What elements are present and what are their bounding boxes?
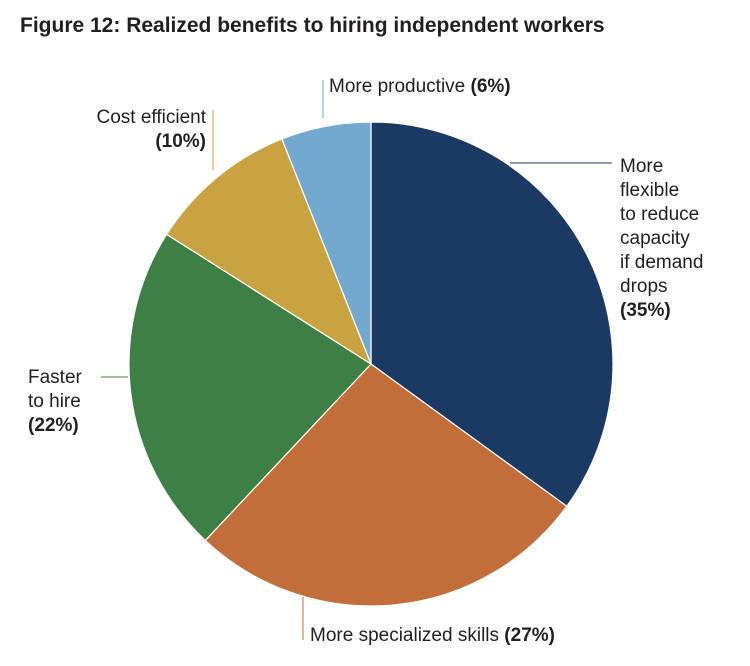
label-faster-line-1: Faster: [28, 367, 82, 388]
label-more-productive-text: More productive: [329, 76, 466, 97]
label-more-flexible-line-5: if demand: [620, 252, 704, 273]
slice-cost-efficient: [165, 138, 373, 366]
label-more-flexible-line-3: to reduce: [620, 204, 700, 225]
label-faster-to-hire: Faster to hire (22%): [28, 366, 82, 438]
label-more-flexible-pct: (35%): [620, 300, 671, 321]
label-more-flexible: More flexible to reduce capacity if dema…: [620, 155, 703, 323]
label-faster-line-2: to hire: [28, 391, 81, 412]
chart-title: Figure 12: Realized benefits to hiring i…: [20, 14, 605, 37]
label-more-flexible-line-2: flexible: [620, 180, 680, 201]
label-cost-efficient-pct: (10%): [155, 131, 206, 152]
label-more-specialized-text: More specialized skills: [310, 625, 500, 646]
label-cost-efficient: Cost efficient (10%): [97, 106, 206, 154]
slice-faster-to-hire: [128, 233, 372, 542]
label-cost-efficient-text: Cost efficient: [96, 107, 206, 128]
label-more-productive: More productive (6%): [329, 75, 511, 99]
label-more-flexible-line-4: capacity: [620, 228, 690, 249]
label-more-specialized: More specialized skills (27%): [310, 624, 555, 648]
label-more-flexible-line-6: drops: [620, 276, 668, 297]
slice-more-specialized: [204, 363, 568, 607]
slice-more-productive: [281, 121, 372, 365]
label-more-specialized-pct: (27%): [504, 625, 555, 646]
label-more-productive-pct: (6%): [470, 76, 511, 97]
label-more-flexible-line-1: More: [620, 156, 664, 177]
label-faster-pct: (22%): [28, 415, 79, 436]
slice-more-flexible: [370, 121, 614, 508]
